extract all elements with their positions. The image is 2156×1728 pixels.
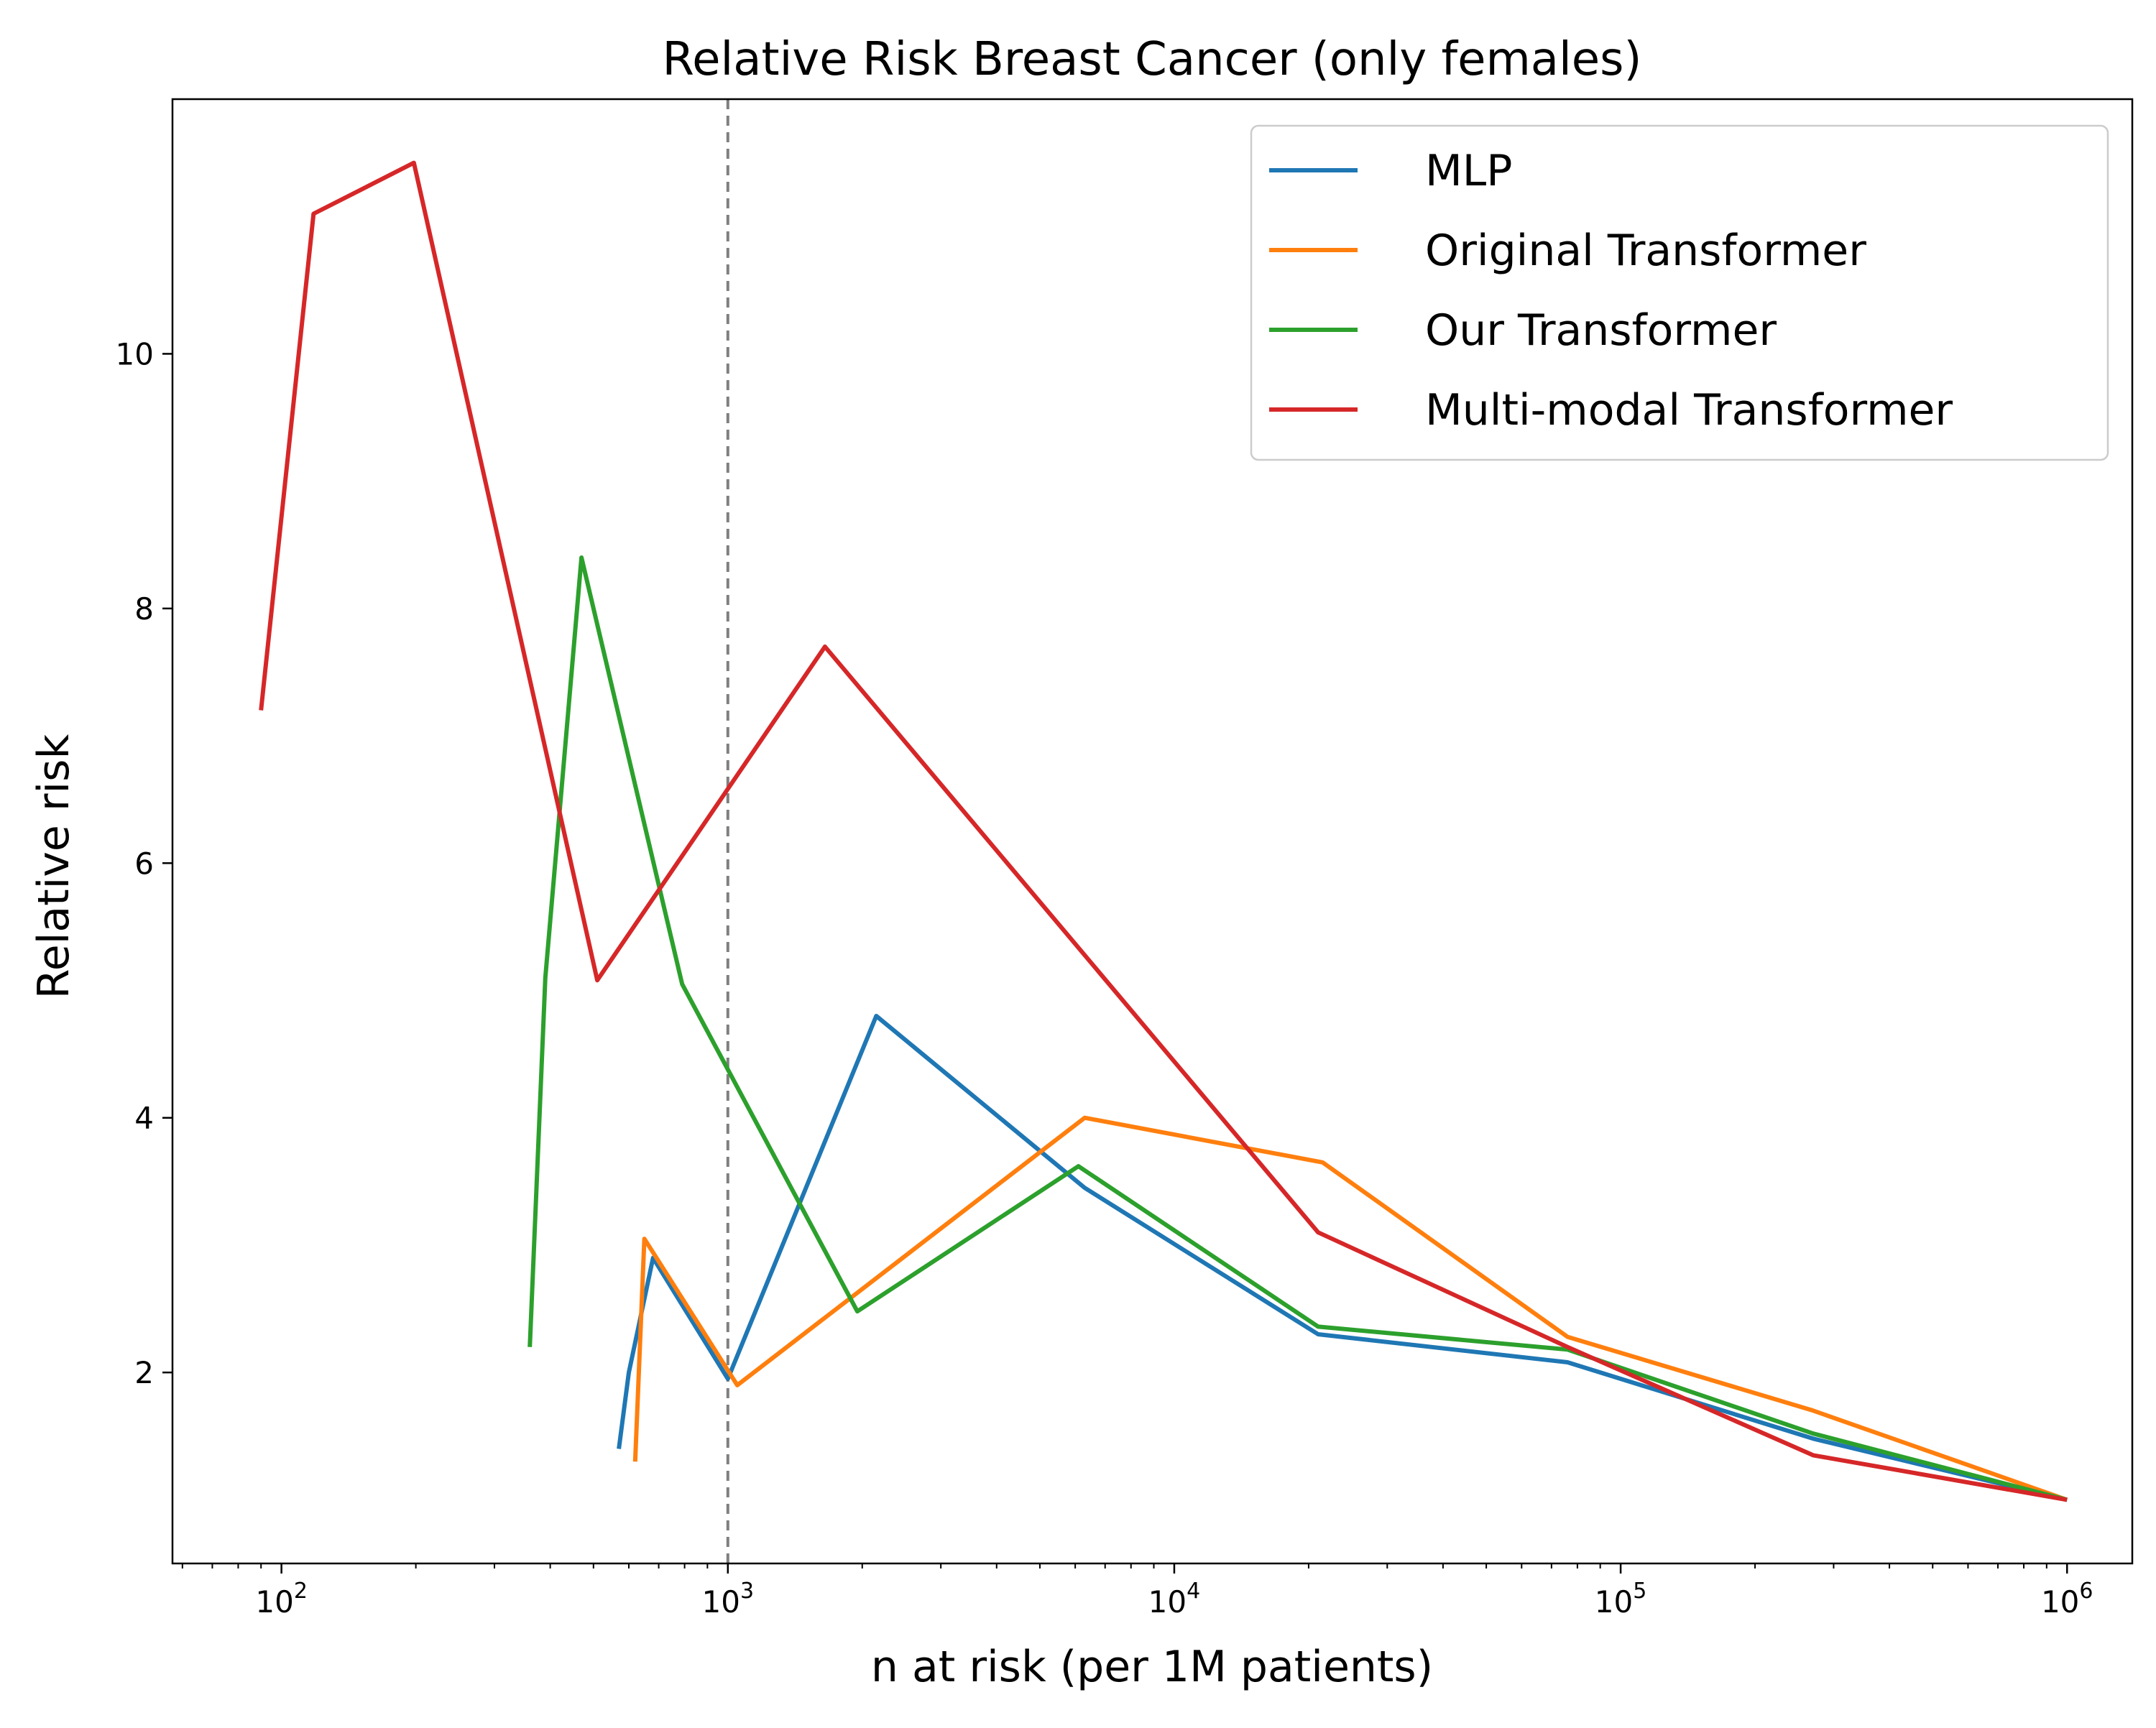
legend-label: Multi-modal Transformer (1425, 385, 1953, 435)
x-tick-label: 105 (1595, 1579, 1647, 1620)
y-tick-label: 10 (116, 336, 154, 371)
chart-title: Relative Risk Breast Cancer (only female… (663, 33, 1642, 86)
y-tick-label: 4 (134, 1101, 154, 1136)
legend-label: Our Transformer (1425, 305, 1777, 356)
legend-box (1250, 124, 2109, 461)
y-tick-label: 6 (134, 846, 154, 881)
x-axis-label: n at risk (per 1M patients) (871, 1642, 1433, 1692)
x-tick-label: 106 (2041, 1579, 2093, 1620)
x-tick-label: 102 (255, 1579, 308, 1620)
y-axis-label: Relative risk (29, 734, 79, 999)
y-tick-label: 2 (134, 1355, 154, 1390)
plot-frame (171, 98, 2134, 1565)
y-tick-label: 8 (134, 591, 154, 627)
legend-label: Original Transformer (1425, 226, 1866, 276)
series-layer (259, 160, 2068, 1502)
x-tick-label: 103 (702, 1579, 755, 1620)
legend: MLP Original Transformer Our Transformer Mu… (1250, 124, 2109, 461)
legend-label: MLP (1425, 146, 1512, 196)
axis-ticks-layer: 102 103 104 105 106 2 4 6 8 10 (116, 336, 2093, 1620)
series-line-our-transformer (528, 555, 2068, 1502)
x-tick-label: 104 (1148, 1579, 1201, 1620)
series-line-original-transformer (632, 1115, 2068, 1502)
series-line-multi-modal-transformer (259, 160, 2068, 1502)
